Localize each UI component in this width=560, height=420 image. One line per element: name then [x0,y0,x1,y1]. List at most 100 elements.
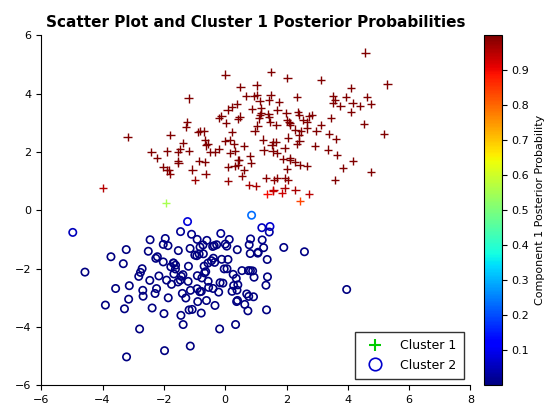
Point [201,268,210,275]
Point [198,275,207,281]
Point [252,183,261,189]
Point [286,120,295,126]
Point [234,116,242,123]
Point [221,71,230,78]
Point [174,278,183,285]
Point [120,305,129,312]
Point [216,279,225,286]
Point [215,326,224,332]
Point [101,302,110,308]
Point [208,285,217,292]
Point [333,152,342,159]
Point [312,127,321,134]
Point [336,103,345,110]
Point [296,198,305,205]
Point [99,184,108,191]
Point [151,290,160,297]
Point [265,229,274,236]
Point [259,136,268,143]
Point [179,321,188,328]
Point [265,119,274,126]
Point [303,119,312,126]
Point [262,282,270,289]
Point [179,140,188,147]
Point [281,175,290,181]
Point [194,158,203,164]
Point [171,265,180,272]
Point [253,92,262,98]
Point [225,136,234,143]
Point [265,114,274,121]
Point [341,94,350,100]
Point [331,177,340,184]
Point [227,129,236,135]
Point [186,287,195,294]
Point [166,171,175,178]
Point [268,188,277,194]
Point [244,267,253,274]
Point [139,293,148,299]
Point [181,295,190,302]
Point [253,250,262,257]
Point [240,301,249,308]
Point [265,223,274,230]
Point [300,248,309,255]
Point [195,251,204,257]
Point [238,172,247,179]
Point [147,149,156,155]
Point [232,101,241,108]
Point [253,122,262,129]
Point [211,149,220,156]
Point [214,145,223,152]
Point [195,244,204,250]
Point [210,259,219,266]
Point [202,237,211,244]
Point [184,278,193,285]
Point [324,146,333,153]
Point [211,302,220,309]
Point [366,101,375,108]
Point [244,293,253,300]
Point [210,242,219,249]
Point [161,235,170,242]
Point [285,119,294,126]
Point [204,284,213,291]
Point [153,253,162,260]
Point [311,143,320,150]
Point [246,250,255,257]
Point [295,138,304,144]
Point [162,277,171,284]
Point [217,113,226,120]
Point [254,249,263,256]
Point [248,268,257,274]
Point [134,273,143,280]
Point [166,263,175,270]
Point [188,166,197,173]
Point [255,97,264,104]
Point [135,326,144,332]
Point [305,191,314,197]
Point [280,144,289,151]
Point [155,273,164,279]
Point [234,157,242,163]
Point [122,246,130,253]
Point [263,273,272,280]
Point [138,287,147,294]
Point [199,250,208,257]
Point [233,246,242,253]
Point [262,307,271,313]
Point [316,77,325,84]
Point [233,297,242,304]
Point [258,224,267,231]
Point [222,265,231,272]
Point [283,74,292,81]
Point [234,161,242,168]
Point [164,294,172,301]
Point [166,131,175,138]
Point [232,275,241,282]
Point [229,282,238,289]
Point [259,147,268,154]
Point [192,252,201,259]
Point [228,271,237,278]
Point [203,260,212,266]
